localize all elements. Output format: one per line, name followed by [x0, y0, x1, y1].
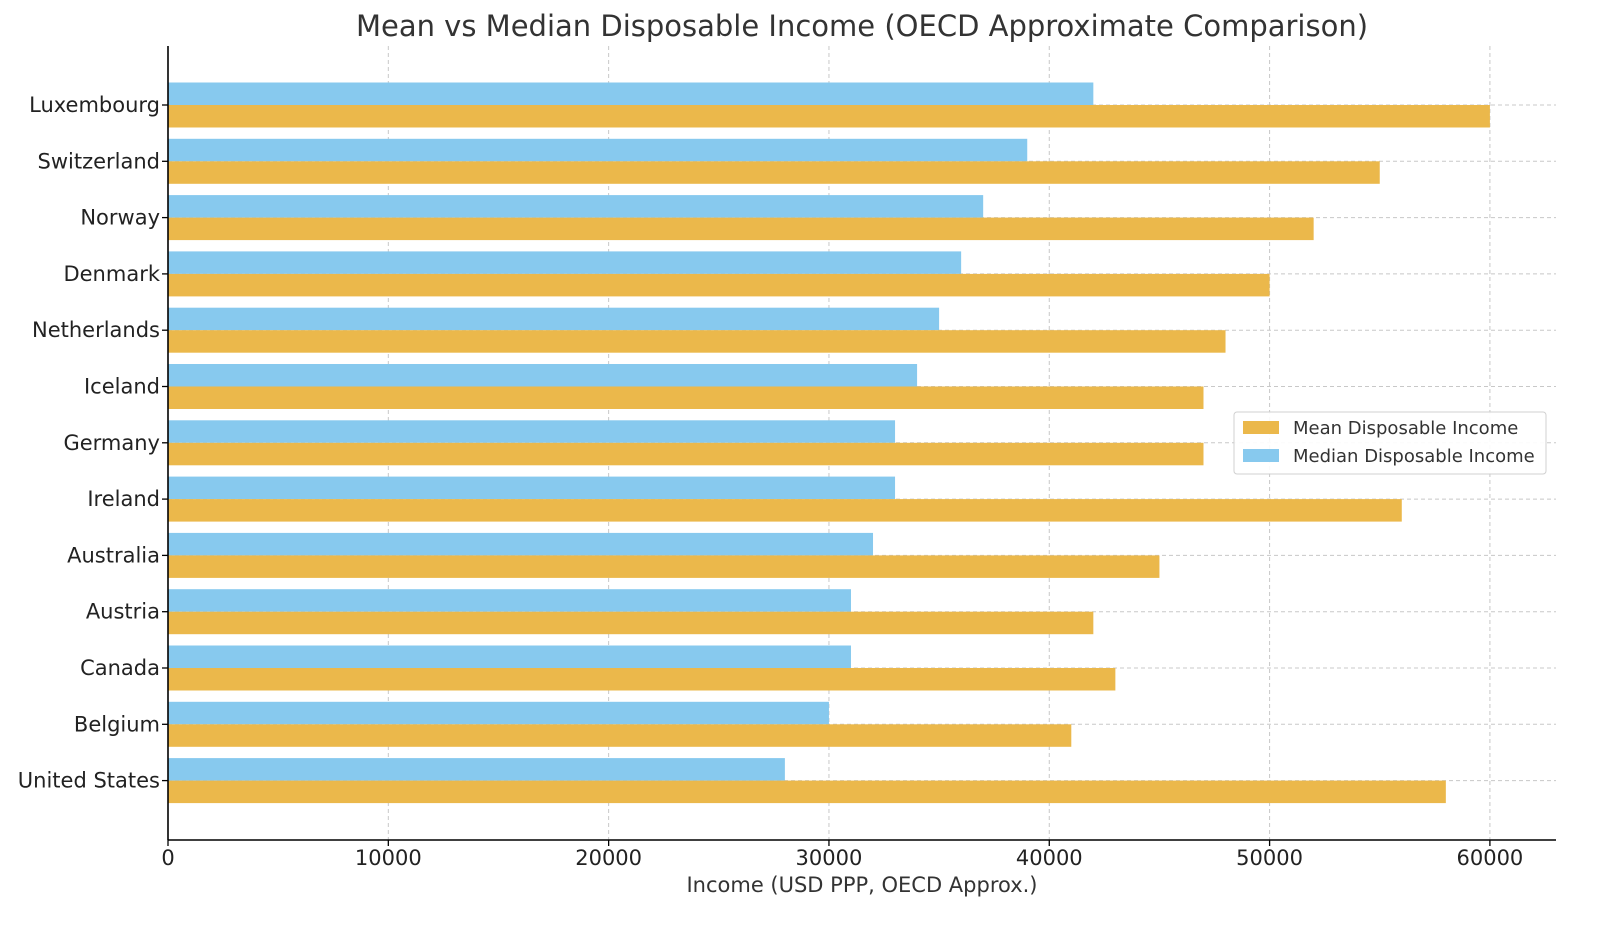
- bar-mean: [168, 668, 1116, 691]
- legend-swatch-median: [1243, 449, 1279, 462]
- x-tick-label: 40000: [1016, 846, 1083, 870]
- bar-mean: [168, 555, 1160, 578]
- bar-mean: [168, 105, 1490, 128]
- bar-median: [168, 589, 851, 612]
- bar-median: [168, 307, 940, 331]
- bar-median: [168, 645, 851, 668]
- legend-label-mean: Mean Disposable Income: [1293, 418, 1518, 439]
- legend: Mean Disposable Income Median Disposable…: [1233, 411, 1547, 475]
- bar-mean: [168, 724, 1072, 747]
- y-ticks: Luxembourg Switzerland Norway Denmark Nether…: [18, 93, 168, 793]
- y-tick-label: Norway: [80, 206, 160, 230]
- y-tick-label: United States: [18, 769, 160, 793]
- chart-title: Mean vs Median Disposable Income (OECD A…: [356, 9, 1368, 43]
- y-tick-label: Denmark: [63, 262, 160, 286]
- legend-label-median: Median Disposable Income: [1293, 446, 1535, 467]
- bar-median: [168, 476, 896, 500]
- y-tick-label: Germany: [63, 431, 160, 455]
- x-tick-label: 60000: [1456, 846, 1523, 870]
- bar-median: [168, 195, 984, 218]
- x-tick-label: 30000: [796, 846, 863, 870]
- x-tick-label: 10000: [355, 846, 422, 870]
- x-axis-label: Income (USD PPP, OECD Approx.): [686, 873, 1037, 897]
- bar-mean: [168, 330, 1226, 353]
- bar-median: [168, 251, 962, 274]
- bar-median: [168, 138, 1028, 162]
- x-ticks: 0 10000 20000 30000 40000 50000 60000: [161, 840, 1523, 870]
- bar-mean: [168, 161, 1380, 184]
- y-tick-label: Canada: [80, 656, 160, 680]
- bar-mean: [168, 273, 1270, 297]
- bar-median: [168, 532, 874, 556]
- y-tick-label: Netherlands: [32, 318, 160, 342]
- bar-mean: [168, 217, 1314, 241]
- bar-mean: [168, 499, 1402, 522]
- bar-median: [168, 82, 1094, 105]
- legend-box: [1233, 411, 1547, 475]
- y-tick-label: Australia: [67, 543, 160, 567]
- y-tick-label: Switzerland: [38, 149, 161, 173]
- y-tick-label: Iceland: [84, 375, 160, 399]
- bar-mean: [168, 780, 1446, 804]
- bar-mean: [168, 386, 1204, 409]
- bars-layer: [168, 82, 1490, 804]
- x-tick-label: 0: [161, 846, 174, 870]
- x-tick-label: 20000: [575, 846, 642, 870]
- y-tick-label: Belgium: [74, 712, 160, 736]
- bar-median: [168, 758, 785, 781]
- bar-mean: [168, 442, 1204, 466]
- bar-median: [168, 364, 918, 387]
- y-tick-label: Luxembourg: [29, 93, 160, 117]
- x-tick-label: 50000: [1236, 846, 1303, 870]
- bar-median: [168, 701, 829, 725]
- bar-median: [168, 420, 896, 443]
- y-tick-label: Ireland: [87, 487, 160, 511]
- bar-mean: [168, 611, 1094, 635]
- legend-swatch-mean: [1243, 421, 1279, 434]
- y-tick-label: Austria: [86, 600, 160, 624]
